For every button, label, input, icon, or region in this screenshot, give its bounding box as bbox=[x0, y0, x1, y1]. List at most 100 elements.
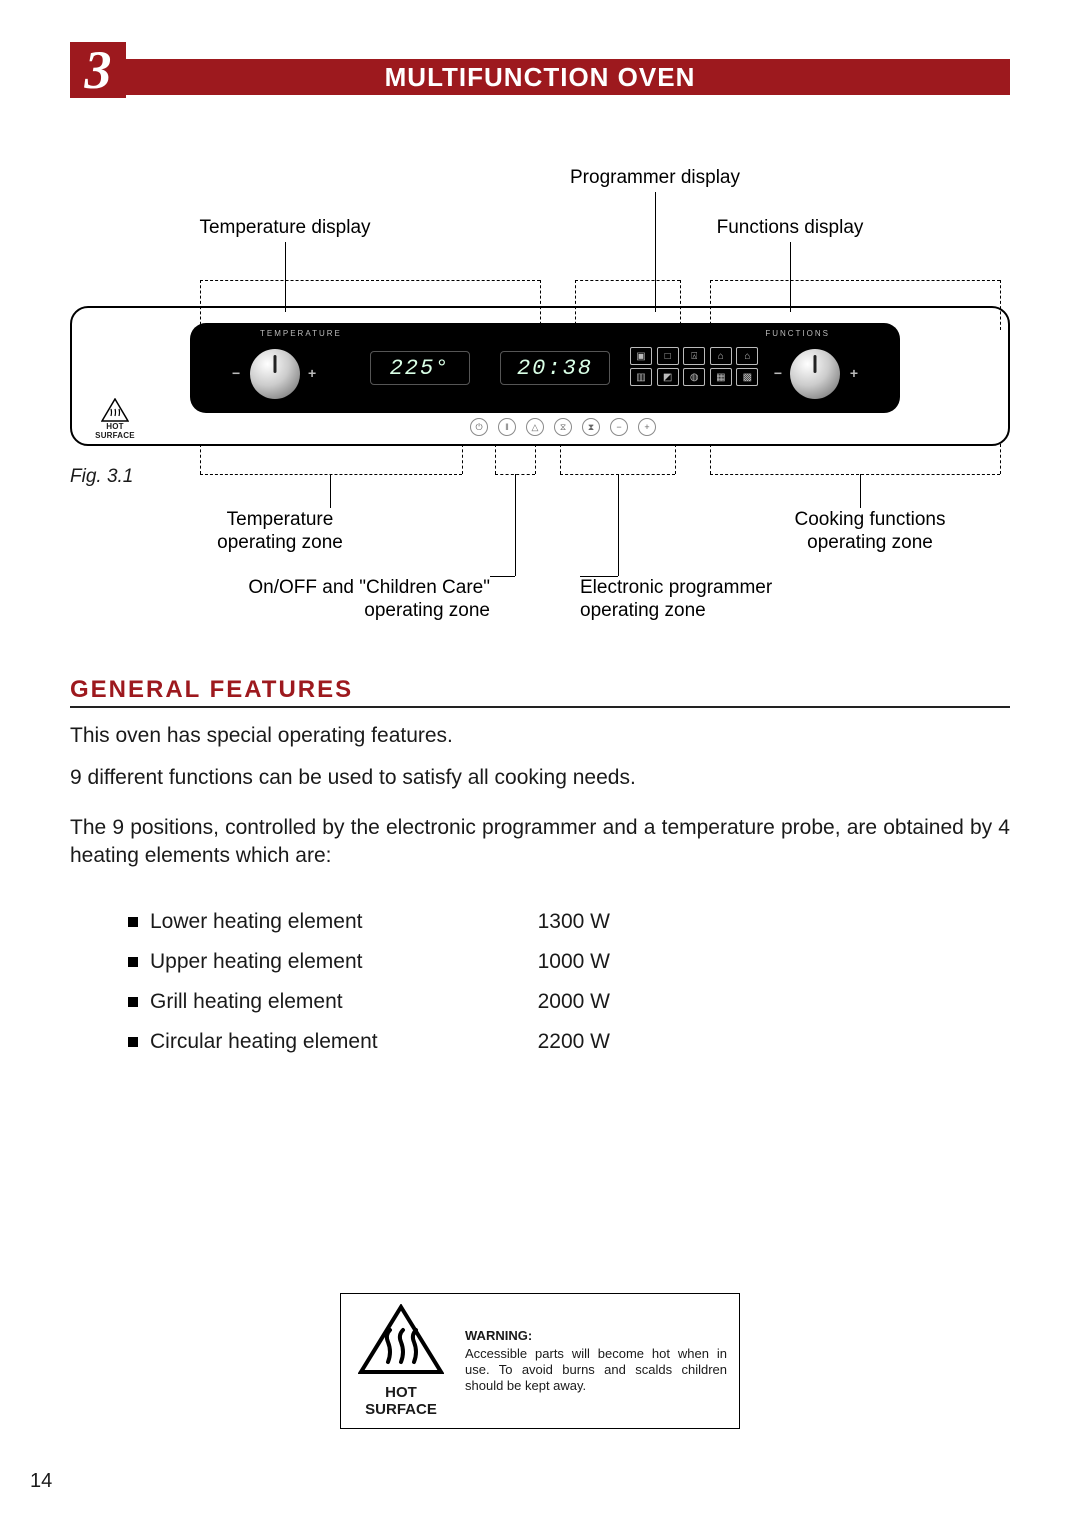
manual-page: 3 MULTIFUNCTION OVEN Programmer display … bbox=[0, 0, 1080, 1529]
dashed-bracket bbox=[710, 444, 711, 474]
hot-surface-triangle-icon bbox=[358, 1304, 444, 1376]
label-functions-display: Functions display bbox=[690, 216, 890, 239]
panel-label-temperature: TEMPERATURE bbox=[260, 329, 342, 338]
label-temperature-zone: Temperature operating zone bbox=[180, 508, 380, 554]
dashed-bracket bbox=[1000, 444, 1001, 474]
oven-black-panel: TEMPERATURE FUNCTIONS − + − + 225° 20:38… bbox=[190, 323, 900, 413]
minus-icon: − bbox=[232, 365, 240, 381]
element-name: Upper heating element bbox=[150, 950, 500, 974]
element-wattage: 2200 W bbox=[500, 1030, 610, 1054]
control-button[interactable]: − bbox=[610, 418, 628, 436]
warning-title: WARNING: bbox=[465, 1328, 727, 1344]
function-icon: ▩ bbox=[736, 368, 758, 386]
dashed-bracket bbox=[200, 280, 540, 281]
minus-icon: − bbox=[774, 365, 782, 381]
element-name: Grill heating element bbox=[150, 990, 500, 1014]
hot-surface-mini-icon: HOT SURFACE bbox=[92, 398, 138, 440]
control-button[interactable]: + bbox=[638, 418, 656, 436]
control-button[interactable]: ‖ bbox=[498, 418, 516, 436]
leader-line bbox=[860, 474, 861, 508]
control-button[interactable]: ⧖ bbox=[554, 418, 572, 436]
paragraph-3: The 9 positions, controlled by the elect… bbox=[70, 814, 1010, 870]
leader-line bbox=[580, 576, 618, 577]
function-icon: ▦ bbox=[710, 368, 732, 386]
warning-text-block: WARNING: Accessible parts will become ho… bbox=[465, 1328, 727, 1394]
temperature-display: 225° bbox=[370, 351, 470, 385]
label-programmer-display: Programmer display bbox=[540, 166, 770, 189]
section-heading: GENERAL FEATURES bbox=[70, 676, 1010, 708]
dashed-bracket bbox=[200, 474, 462, 475]
clock-display: 20:38 bbox=[500, 351, 610, 385]
label-line-2: operating zone bbox=[217, 532, 343, 553]
functions-icon-grid: ▣□⍓⌂⌂▥◩◍▦▩ bbox=[630, 347, 760, 386]
label-line-2: operating zone bbox=[580, 600, 706, 621]
dashed-bracket bbox=[535, 444, 536, 474]
function-icon: ▣ bbox=[630, 347, 652, 365]
dashed-bracket bbox=[575, 280, 680, 281]
chapter-header: 3 MULTIFUNCTION OVEN bbox=[70, 50, 1010, 106]
element-name: Circular heating element bbox=[150, 1030, 500, 1054]
body-text: This oven has special operating features… bbox=[70, 722, 1010, 870]
dashed-bracket bbox=[200, 444, 201, 474]
label-temperature-display: Temperature display bbox=[170, 216, 400, 239]
label-programmer-zone: Electronic programmer operating zone bbox=[580, 576, 840, 622]
figure-caption: Fig. 3.1 bbox=[70, 466, 133, 488]
chapter-title: MULTIFUNCTION OVEN bbox=[70, 59, 1010, 95]
leader-line bbox=[790, 242, 791, 312]
square-bullet-icon bbox=[128, 917, 138, 927]
element-name: Lower heating element bbox=[150, 910, 500, 934]
dashed-bracket bbox=[495, 444, 496, 474]
plus-icon: + bbox=[308, 365, 316, 381]
element-wattage: 2000 W bbox=[500, 990, 610, 1014]
square-bullet-icon bbox=[128, 1037, 138, 1047]
control-buttons-row: ⏻ ‖ △ ⧖ ⧗−+ bbox=[470, 418, 656, 436]
function-icon: ◍ bbox=[683, 368, 705, 386]
label-cooking-zone: Cooking functions operating zone bbox=[760, 508, 980, 554]
dashed-bracket bbox=[675, 444, 676, 474]
paragraph-2: 9 different functions can be used to sat… bbox=[70, 764, 1010, 792]
heating-element-row: Lower heating element1300 W bbox=[128, 910, 1010, 934]
page-number: 14 bbox=[30, 1470, 52, 1493]
panel-label-functions: FUNCTIONS bbox=[765, 329, 830, 338]
square-bullet-icon bbox=[128, 957, 138, 967]
control-button[interactable]: ⧗ bbox=[582, 418, 600, 436]
control-button[interactable]: △ bbox=[526, 418, 544, 436]
function-icon: ⌂ bbox=[710, 347, 732, 365]
temperature-knob[interactable] bbox=[250, 349, 300, 399]
functions-knob[interactable] bbox=[790, 349, 840, 399]
figure-3-1: Programmer display Temperature display F… bbox=[70, 176, 1010, 636]
label-onoff-zone: On/OFF and "Children Care" operating zon… bbox=[170, 576, 490, 622]
leader-line bbox=[515, 474, 516, 576]
label-line-2: operating zone bbox=[364, 600, 490, 621]
label-line-1: Electronic programmer bbox=[580, 577, 772, 598]
function-icon: ⍓ bbox=[683, 347, 705, 365]
label-line-2: operating zone bbox=[807, 532, 933, 553]
function-icon: ▥ bbox=[630, 368, 652, 386]
warning-icon-block: HOT SURFACE bbox=[351, 1304, 451, 1418]
element-wattage: 1000 W bbox=[500, 950, 610, 974]
warning-body: Accessible parts will become hot when in… bbox=[465, 1346, 727, 1393]
leader-line bbox=[490, 576, 515, 577]
heating-elements-list: Lower heating element1300 WUpper heating… bbox=[128, 910, 1010, 1054]
heating-element-row: Upper heating element1000 W bbox=[128, 950, 1010, 974]
heating-element-row: Grill heating element2000 W bbox=[128, 990, 1010, 1014]
heating-element-row: Circular heating element2200 W bbox=[128, 1030, 1010, 1054]
leader-line bbox=[618, 474, 619, 576]
label-line-1: On/OFF and "Children Care" bbox=[248, 577, 490, 598]
control-button[interactable]: ⏻ bbox=[470, 418, 488, 436]
label-line-1: Temperature bbox=[227, 509, 334, 530]
section-heading-text: GENERAL FEATURES bbox=[70, 676, 353, 703]
dashed-bracket bbox=[710, 474, 1000, 475]
warning-icon-label: HOT SURFACE bbox=[351, 1384, 451, 1418]
warning-box: HOT SURFACE WARNING: Accessible parts wi… bbox=[340, 1293, 740, 1429]
hot-surface-mini-text: HOT SURFACE bbox=[92, 422, 138, 440]
plus-icon: + bbox=[850, 365, 858, 381]
square-bullet-icon bbox=[128, 997, 138, 1007]
function-icon: ◩ bbox=[657, 368, 679, 386]
element-wattage: 1300 W bbox=[500, 910, 610, 934]
function-icon: □ bbox=[657, 347, 679, 365]
dashed-bracket bbox=[710, 280, 1000, 281]
dashed-bracket bbox=[462, 444, 463, 474]
leader-line bbox=[330, 474, 331, 508]
leader-line bbox=[655, 192, 656, 312]
